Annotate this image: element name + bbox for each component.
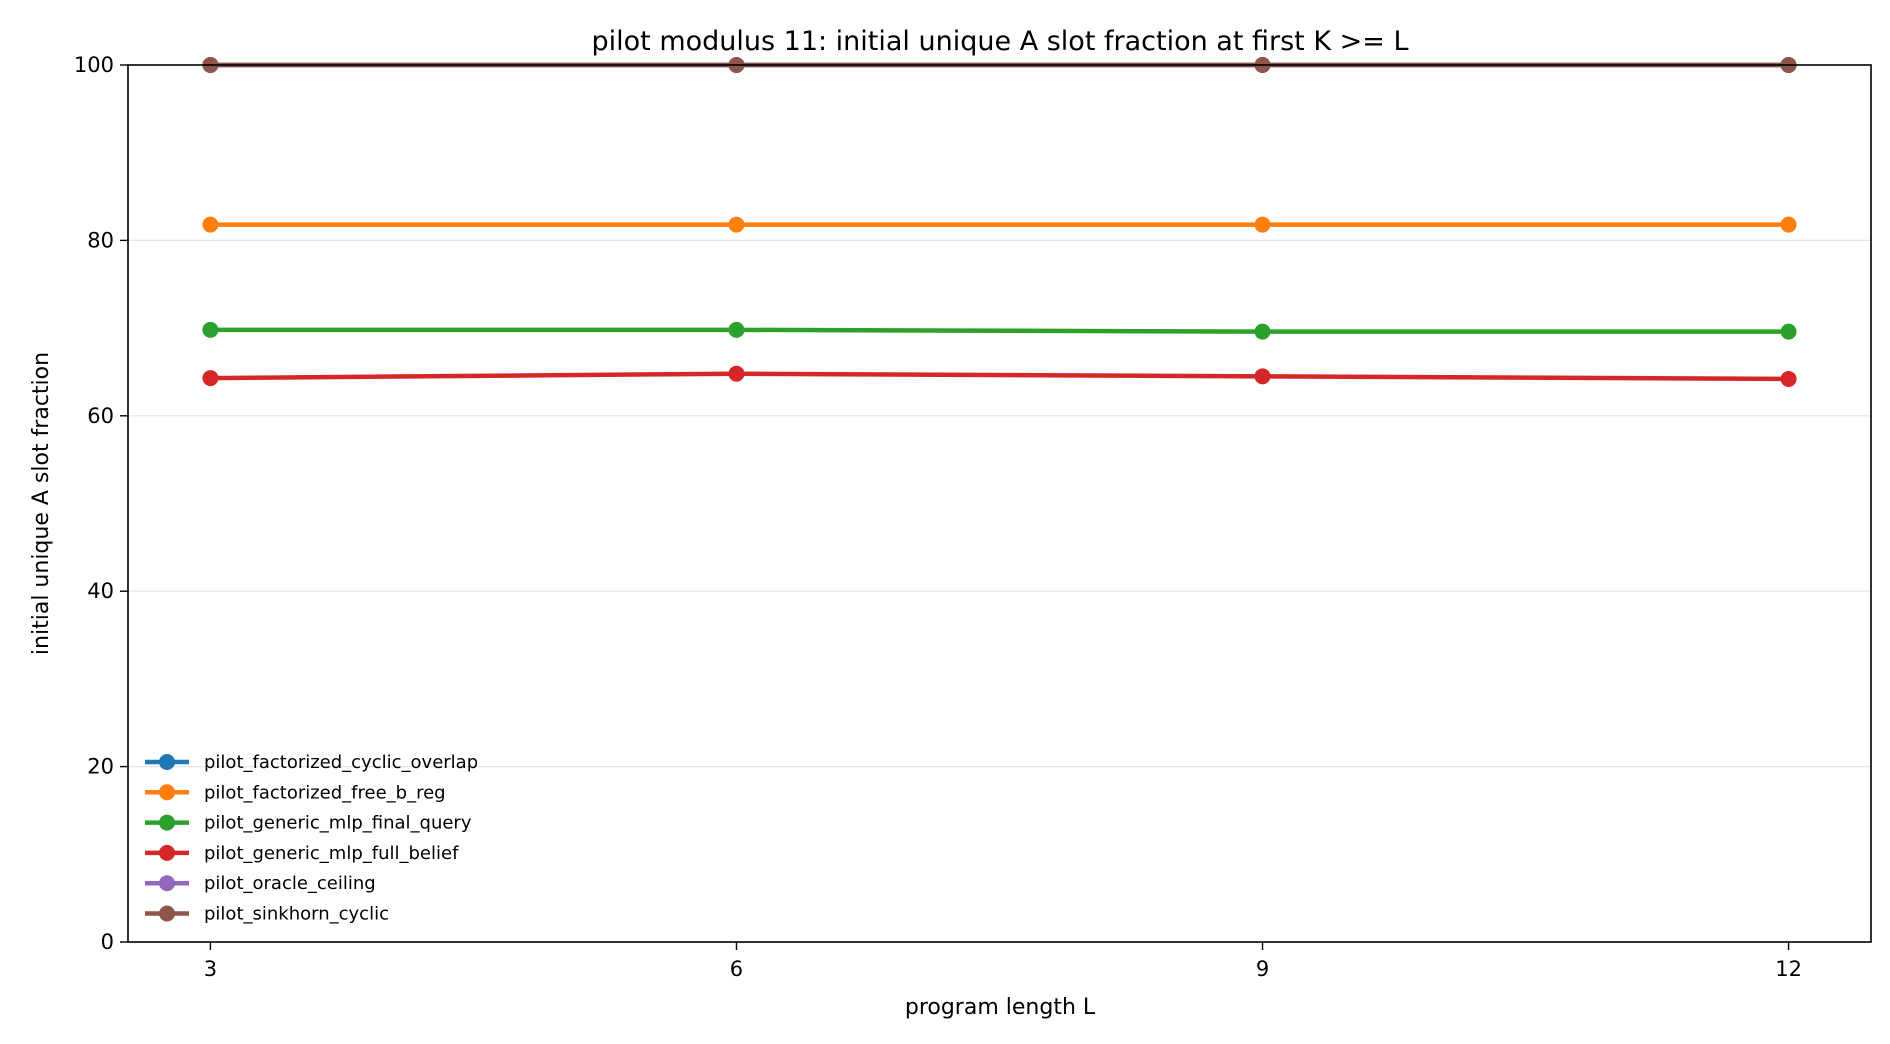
legend-label: pilot_factorized_free_b_reg	[204, 782, 446, 803]
y-tick-label: 80	[87, 228, 114, 252]
y-tick-label: 40	[87, 579, 114, 603]
x-tick-label: 9	[1256, 957, 1269, 981]
data-point	[202, 370, 219, 387]
legend-label: pilot_oracle_ceiling	[204, 873, 376, 894]
series-pilot_generic_mlp_full_belief	[202, 365, 1797, 387]
y-axis-label: initial unique A slot fraction	[29, 352, 54, 655]
data-point	[1780, 370, 1797, 387]
y-tick-label: 60	[87, 404, 114, 428]
legend-entry: pilot_factorized_free_b_reg	[145, 782, 446, 803]
data-point	[202, 216, 219, 233]
legend-entry: pilot_sinkhorn_cyclic	[145, 904, 389, 925]
data-point	[1780, 323, 1797, 340]
data-point	[202, 321, 219, 338]
data-point	[1780, 216, 1797, 233]
legend-label: pilot_sinkhorn_cyclic	[204, 904, 389, 925]
gridlines	[128, 239, 1871, 768]
legend-entry: pilot_oracle_ceiling	[145, 873, 376, 894]
series-line	[208, 327, 1791, 334]
x-tick-label: 3	[204, 957, 217, 981]
x-axis-label: program length L	[905, 995, 1096, 1020]
legend-label: pilot_factorized_cyclic_overlap	[204, 752, 478, 773]
legend-label: pilot_generic_mlp_full_belief	[204, 843, 459, 864]
legend-marker	[159, 905, 175, 922]
legend-marker	[159, 814, 175, 831]
data-point	[728, 365, 745, 382]
data-point	[728, 321, 745, 338]
plot-frame	[127, 64, 1872, 943]
y-tick-label: 0	[101, 930, 114, 954]
y-tick-label: 20	[87, 755, 114, 779]
legend: pilot_factorized_cyclic_overlap pilot_fac…	[145, 752, 478, 925]
legend-marker	[159, 754, 175, 770]
legend-entry: pilot_generic_mlp_final_query	[145, 813, 472, 834]
legend-label: pilot_generic_mlp_final_query	[204, 813, 472, 834]
legend-entry: pilot_factorized_cyclic_overlap	[145, 752, 478, 773]
chart-title: pilot modulus 11: initial unique A slot …	[591, 26, 1408, 57]
series-pilot_generic_mlp_final_query	[202, 321, 1797, 340]
y-tick-label: 100	[74, 53, 114, 77]
legend-marker	[159, 875, 175, 892]
data-point	[1254, 368, 1271, 385]
legend-marker	[159, 784, 175, 801]
axis-ticks: 0 20 40 60 80 100 3 6 9 12	[74, 53, 1802, 981]
legend-marker	[159, 844, 175, 861]
data-point	[728, 216, 745, 233]
data-point	[1254, 216, 1271, 233]
legend-entry: pilot_generic_mlp_full_belief	[145, 843, 459, 864]
data-point	[1254, 323, 1271, 340]
series-line	[208, 371, 1791, 382]
series-pilot_factorized_free_b_reg	[202, 216, 1797, 233]
x-tick-label: 12	[1775, 957, 1802, 981]
x-tick-label: 6	[730, 957, 743, 981]
